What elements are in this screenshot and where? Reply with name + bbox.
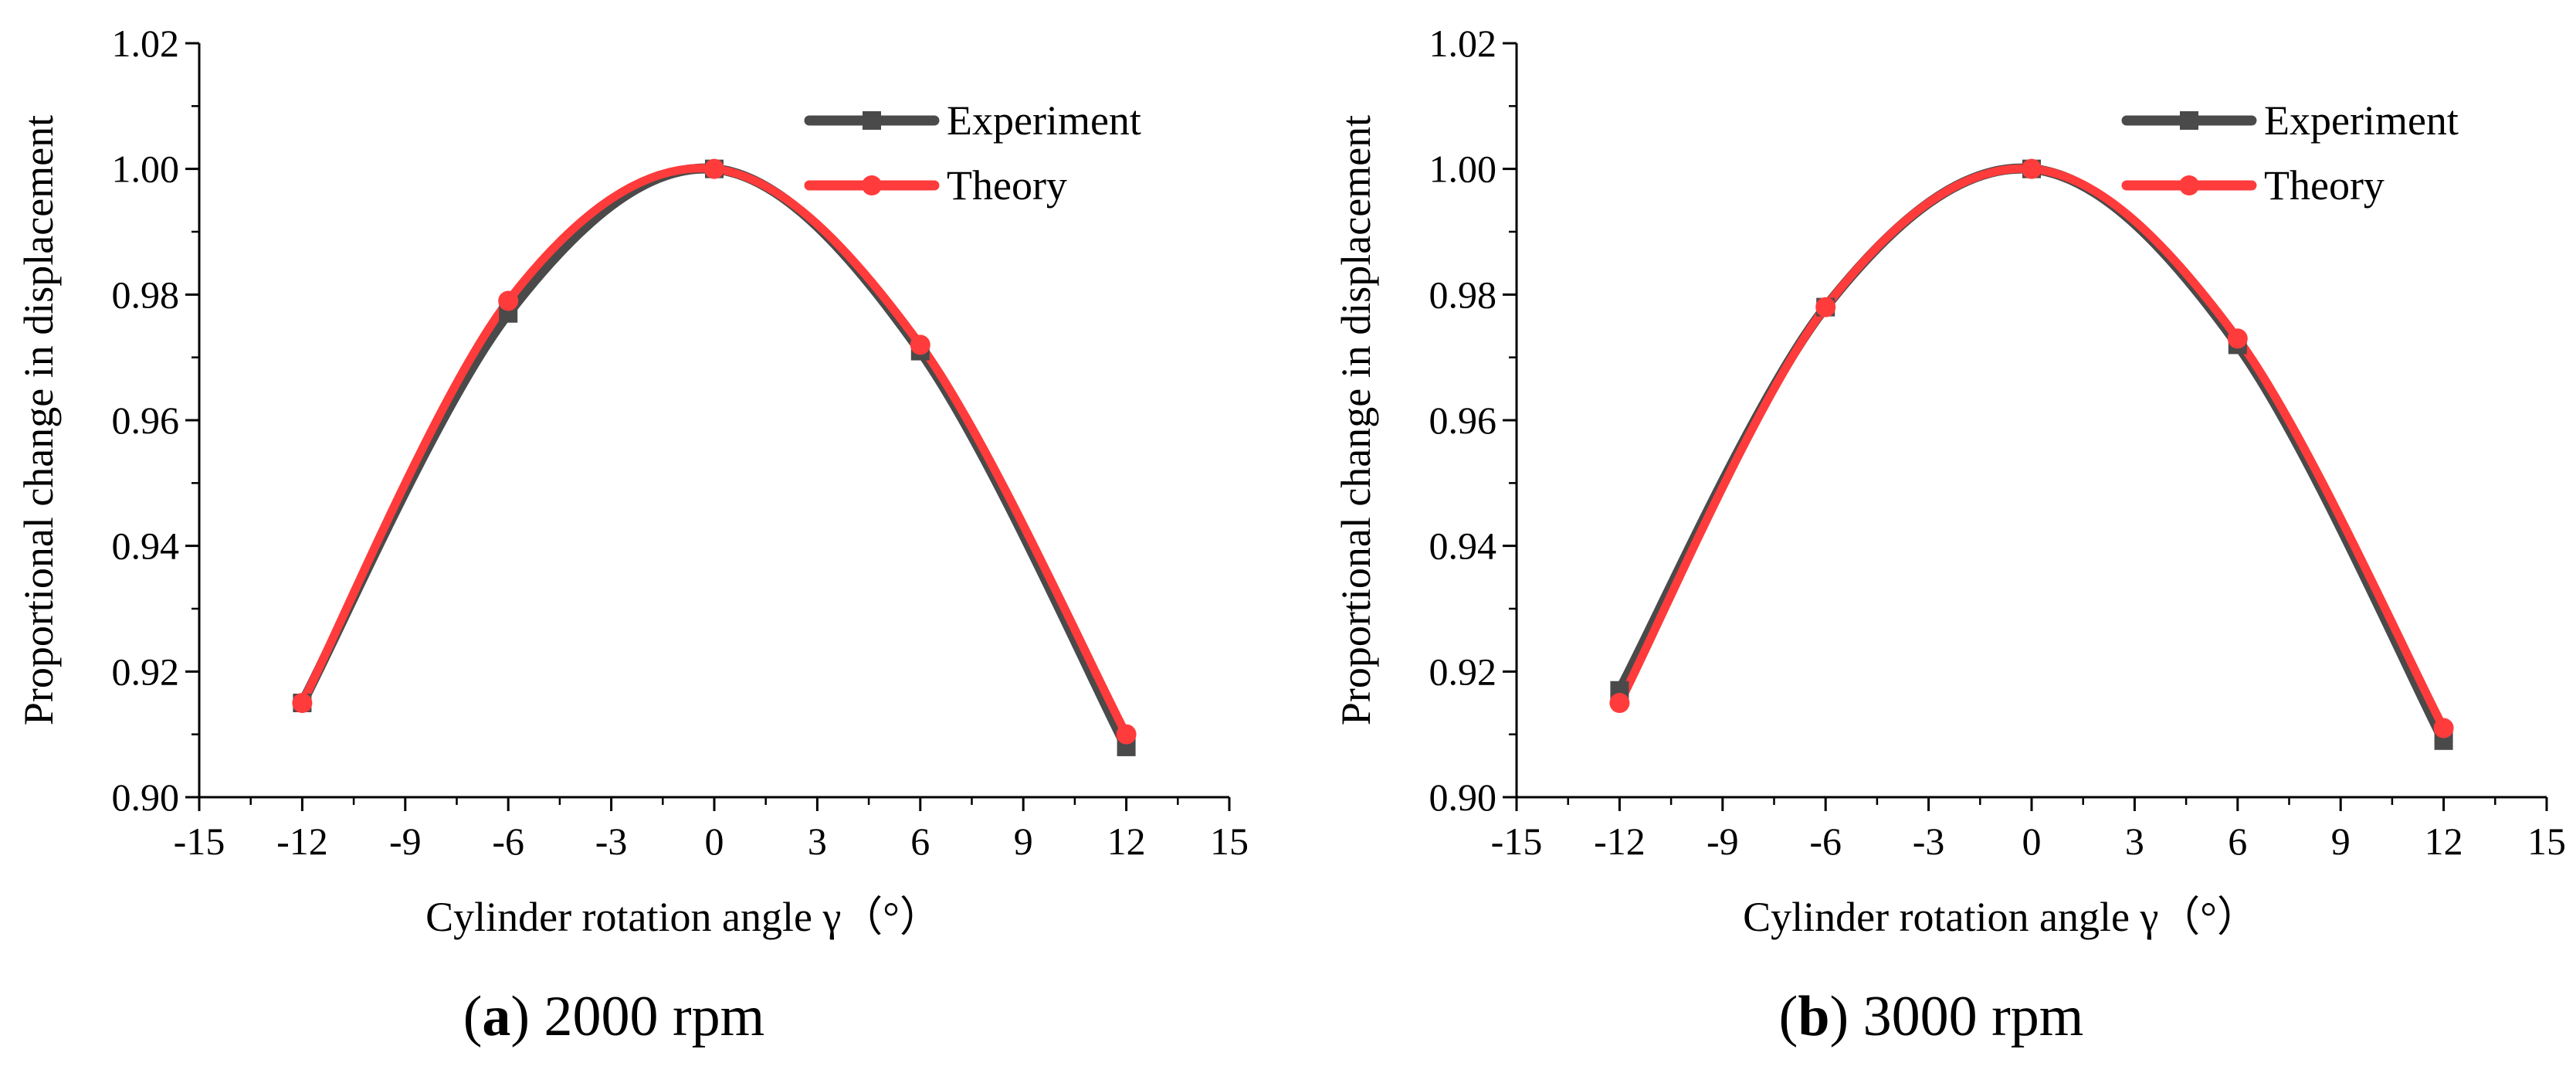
x-tick-label: 12 xyxy=(2425,820,2463,863)
caption-open-paren: ( xyxy=(1779,985,1798,1048)
x-tick-label: -12 xyxy=(1594,820,1646,863)
legend-marker-square xyxy=(2180,111,2198,130)
chart-panel-a: -15 -12 -9 -6 -3 0 3 6 9 12 15 0.90 0.92 0.94 0.96 0.98… xyxy=(15,22,1249,1048)
caption-open-paren: ( xyxy=(463,985,483,1048)
legend-label: Experiment xyxy=(947,97,1141,144)
x-tick-label: 9 xyxy=(1014,820,1033,863)
panel-caption: (b) 3000 rpm xyxy=(1779,985,2084,1048)
legend-label: Theory xyxy=(947,162,1067,209)
x-tick-label: 3 xyxy=(2125,820,2144,863)
data-point-theory xyxy=(2433,718,2454,738)
y-tick-label: 0.98 xyxy=(112,273,180,316)
caption-text: ) 3000 rpm xyxy=(1829,985,2083,1048)
data-point-theory xyxy=(2022,158,2042,179)
x-tick-label: -3 xyxy=(595,820,628,863)
y-tick-label: 0.90 xyxy=(1429,776,1497,819)
x-tick-label: -9 xyxy=(389,820,422,863)
panel-caption: (a) 2000 rpm xyxy=(463,985,765,1048)
x-tick-label: -6 xyxy=(492,820,524,863)
series-line-theory xyxy=(1615,164,2449,733)
x-tick-label: 9 xyxy=(2331,820,2351,863)
x-tick-label: 15 xyxy=(1210,820,1249,863)
x-tick-label: -12 xyxy=(276,820,328,863)
x-axis-title: Cylinder rotation angle γ（°） xyxy=(1743,894,2259,940)
legend-marker-circle xyxy=(2179,175,2199,195)
caption-letter: b xyxy=(1798,985,1829,1048)
legend-item-theory: Theory xyxy=(804,162,1067,209)
data-point-theory xyxy=(2227,328,2248,349)
legend-item-experiment: Experiment xyxy=(2121,97,2459,144)
y-tick-label: 1.02 xyxy=(1429,22,1497,65)
y-tick-label: 0.92 xyxy=(112,650,180,693)
series-line-experiment xyxy=(297,163,1132,752)
data-point-theory xyxy=(1116,724,1137,745)
y-tick-label: 0.92 xyxy=(1429,650,1497,693)
y-axis-title: Proportional change in displacement xyxy=(1333,115,1379,725)
x-tick-label: 3 xyxy=(808,820,827,863)
x-tick-label: -15 xyxy=(174,820,225,863)
x-tick-label: 6 xyxy=(2228,820,2247,863)
caption-text: ) 2000 rpm xyxy=(510,985,764,1048)
legend-item-theory: Theory xyxy=(2121,162,2384,209)
data-point-theory xyxy=(498,290,519,311)
data-point-theory xyxy=(1815,297,1836,317)
y-tick-label: 1.00 xyxy=(1429,148,1497,191)
chart-panel-b: -15 -12 -9 -6 -3 0 3 6 9 12 15 0.90 0.92 0.94 0.96 0.98… xyxy=(1333,22,2566,1048)
legend-label: Experiment xyxy=(2264,97,2459,144)
y-tick-label: 1.00 xyxy=(112,148,180,191)
y-axis-title: Proportional change in displacement xyxy=(15,115,62,725)
caption-letter: a xyxy=(482,985,510,1048)
x-tick-label: 15 xyxy=(2527,820,2566,863)
y-tick-label: 0.90 xyxy=(112,776,180,819)
x-tick-label: -15 xyxy=(1491,820,1543,863)
legend-label: Theory xyxy=(2264,162,2384,209)
legend-marker-square xyxy=(863,111,881,130)
x-axis-title: Cylinder rotation angle γ（°） xyxy=(425,894,941,940)
data-point-theory xyxy=(292,693,313,713)
y-tick-label: 0.96 xyxy=(112,399,180,442)
x-tick-label: 0 xyxy=(705,820,724,863)
y-tick-label: 0.94 xyxy=(112,525,180,568)
data-point-theory xyxy=(704,158,724,179)
x-tick-label: 6 xyxy=(910,820,930,863)
data-point-theory xyxy=(910,334,930,355)
legend-item-experiment: Experiment xyxy=(804,97,1141,144)
x-tick-label: -3 xyxy=(1913,820,1945,863)
x-tick-label: 0 xyxy=(2022,820,2042,863)
y-tick-label: 0.98 xyxy=(1429,273,1497,316)
y-tick-label: 1.02 xyxy=(112,22,180,65)
legend-marker-circle xyxy=(862,175,882,195)
x-tick-label: -6 xyxy=(1809,820,1842,863)
y-tick-label: 0.96 xyxy=(1429,399,1497,442)
data-point-theory xyxy=(1609,693,1630,713)
y-tick-label: 0.94 xyxy=(1429,525,1497,568)
x-tick-label: 12 xyxy=(1107,820,1146,863)
x-tick-label: -9 xyxy=(1707,820,1739,863)
